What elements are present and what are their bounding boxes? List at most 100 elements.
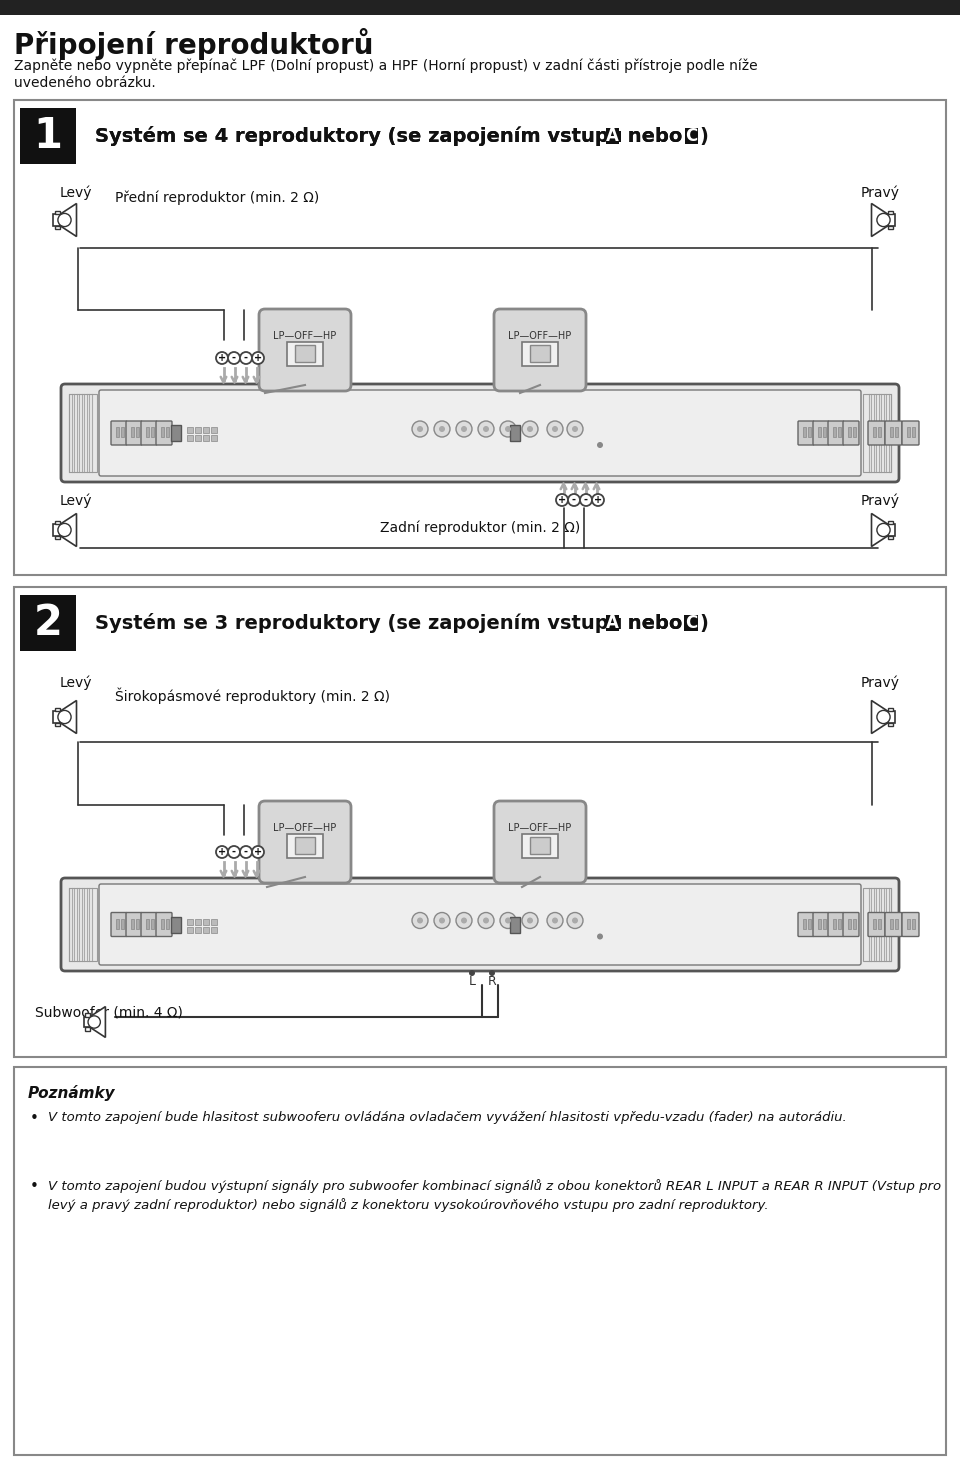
Text: +: + (254, 353, 262, 363)
Circle shape (439, 426, 445, 432)
FancyBboxPatch shape (141, 913, 157, 936)
Bar (510, 916, 520, 932)
FancyBboxPatch shape (61, 878, 899, 972)
Bar (116, 919, 119, 929)
Text: -: - (232, 847, 236, 857)
Bar (55, 226, 60, 229)
Bar (895, 426, 898, 437)
Circle shape (876, 710, 890, 723)
Bar (195, 426, 201, 434)
Bar (888, 525, 895, 535)
Bar (823, 919, 826, 929)
Bar (151, 919, 154, 929)
Circle shape (505, 917, 511, 923)
FancyBboxPatch shape (902, 420, 919, 445)
Bar (530, 345, 550, 362)
Bar (863, 888, 891, 961)
Text: Systém se 4 reproduktory (se zapojením vstupu: Systém se 4 reproduktory (se zapojením v… (95, 126, 630, 146)
Text: Levý: Levý (60, 675, 92, 689)
Circle shape (552, 426, 558, 432)
Text: C: C (684, 614, 697, 632)
Circle shape (572, 917, 578, 923)
Bar (203, 919, 209, 925)
Circle shape (58, 523, 71, 537)
FancyBboxPatch shape (61, 384, 899, 482)
Text: nebo: nebo (621, 613, 689, 632)
Circle shape (434, 913, 450, 929)
FancyBboxPatch shape (868, 420, 885, 445)
FancyBboxPatch shape (156, 913, 172, 936)
FancyBboxPatch shape (902, 913, 919, 936)
Bar (116, 426, 119, 437)
Text: 1: 1 (34, 115, 62, 157)
Circle shape (216, 351, 228, 365)
Bar (187, 926, 193, 932)
Text: Přední reproduktor (min. 2 Ω): Přední reproduktor (min. 2 Ω) (115, 190, 320, 204)
Bar (912, 919, 915, 929)
Circle shape (417, 917, 423, 923)
Circle shape (547, 913, 563, 929)
FancyBboxPatch shape (494, 309, 586, 391)
Polygon shape (872, 701, 888, 734)
Text: -: - (244, 847, 248, 857)
Circle shape (240, 351, 252, 365)
Polygon shape (60, 701, 77, 734)
Bar (888, 210, 893, 215)
Text: C: C (685, 126, 697, 146)
Bar (166, 919, 169, 929)
Bar (833, 919, 836, 929)
FancyBboxPatch shape (126, 913, 142, 936)
Bar (823, 426, 826, 437)
Text: R: R (488, 975, 496, 988)
Bar (85, 1028, 90, 1030)
Circle shape (522, 913, 538, 929)
Circle shape (500, 913, 516, 929)
Circle shape (58, 710, 71, 723)
Bar (295, 345, 315, 362)
Bar (287, 833, 323, 858)
FancyBboxPatch shape (843, 913, 859, 936)
Bar (203, 926, 209, 932)
Circle shape (568, 494, 580, 506)
Text: Poznámky: Poznámky (28, 1085, 115, 1101)
Bar (808, 426, 811, 437)
Bar (84, 1017, 90, 1028)
Text: ): ) (700, 126, 708, 146)
Bar (166, 426, 169, 437)
Circle shape (876, 523, 890, 537)
Text: +: + (218, 847, 226, 857)
FancyBboxPatch shape (259, 309, 351, 391)
Bar (873, 919, 876, 929)
FancyBboxPatch shape (99, 883, 861, 964)
FancyBboxPatch shape (885, 420, 902, 445)
FancyBboxPatch shape (259, 801, 351, 883)
Text: nebo: nebo (621, 126, 689, 146)
Bar (907, 426, 910, 437)
Bar (187, 919, 193, 925)
Bar (522, 343, 558, 366)
Bar (171, 916, 181, 932)
Bar (803, 919, 806, 929)
Bar (195, 926, 201, 932)
Bar (55, 520, 60, 525)
Bar (187, 426, 193, 434)
Circle shape (478, 420, 494, 437)
Polygon shape (60, 513, 77, 547)
Circle shape (58, 213, 71, 226)
Bar (136, 919, 139, 929)
Bar (838, 426, 841, 437)
Text: -: - (584, 495, 588, 506)
Circle shape (228, 847, 240, 858)
Bar (14, 587, 946, 1057)
Circle shape (412, 913, 428, 929)
FancyBboxPatch shape (798, 913, 814, 936)
Circle shape (547, 420, 563, 437)
Circle shape (252, 351, 264, 365)
Bar (888, 535, 893, 539)
Circle shape (478, 913, 494, 929)
Bar (818, 426, 821, 437)
Circle shape (567, 420, 583, 437)
Polygon shape (90, 1007, 106, 1038)
Circle shape (240, 847, 252, 858)
Text: Levý: Levý (60, 492, 92, 507)
